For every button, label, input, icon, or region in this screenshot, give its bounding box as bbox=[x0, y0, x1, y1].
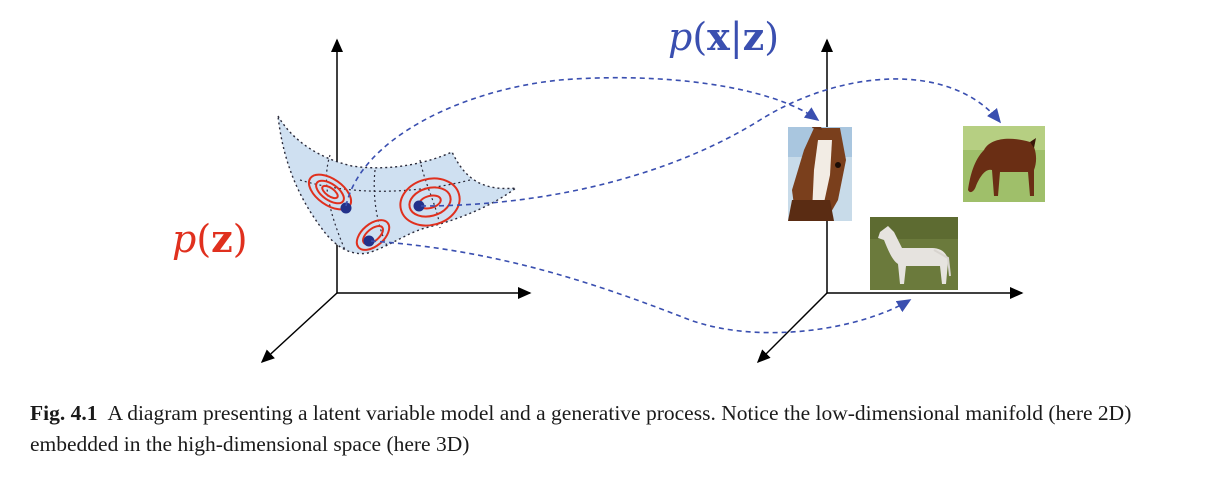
latent-sample-points bbox=[340, 200, 425, 247]
latent-prior-label: p(z) bbox=[172, 216, 248, 261]
latent-manifold bbox=[277, 115, 519, 255]
figure-caption: Fig. 4.1 A diagram presenting a latent va… bbox=[30, 398, 1200, 460]
brown-horse-head-image bbox=[788, 127, 852, 221]
white-horse-image bbox=[870, 217, 958, 290]
generative-mapping-arrows bbox=[345, 76, 1002, 334]
caption-text: A diagram presenting a latent variable m… bbox=[30, 401, 1132, 456]
latent-variable-model-diagram: p(z) p(x|z) bbox=[172, 14, 1045, 364]
likelihood-label: p(x|z) bbox=[668, 14, 779, 59]
figure-number: Fig. 4.1 bbox=[30, 401, 98, 425]
grazing-horse-image bbox=[963, 126, 1045, 202]
